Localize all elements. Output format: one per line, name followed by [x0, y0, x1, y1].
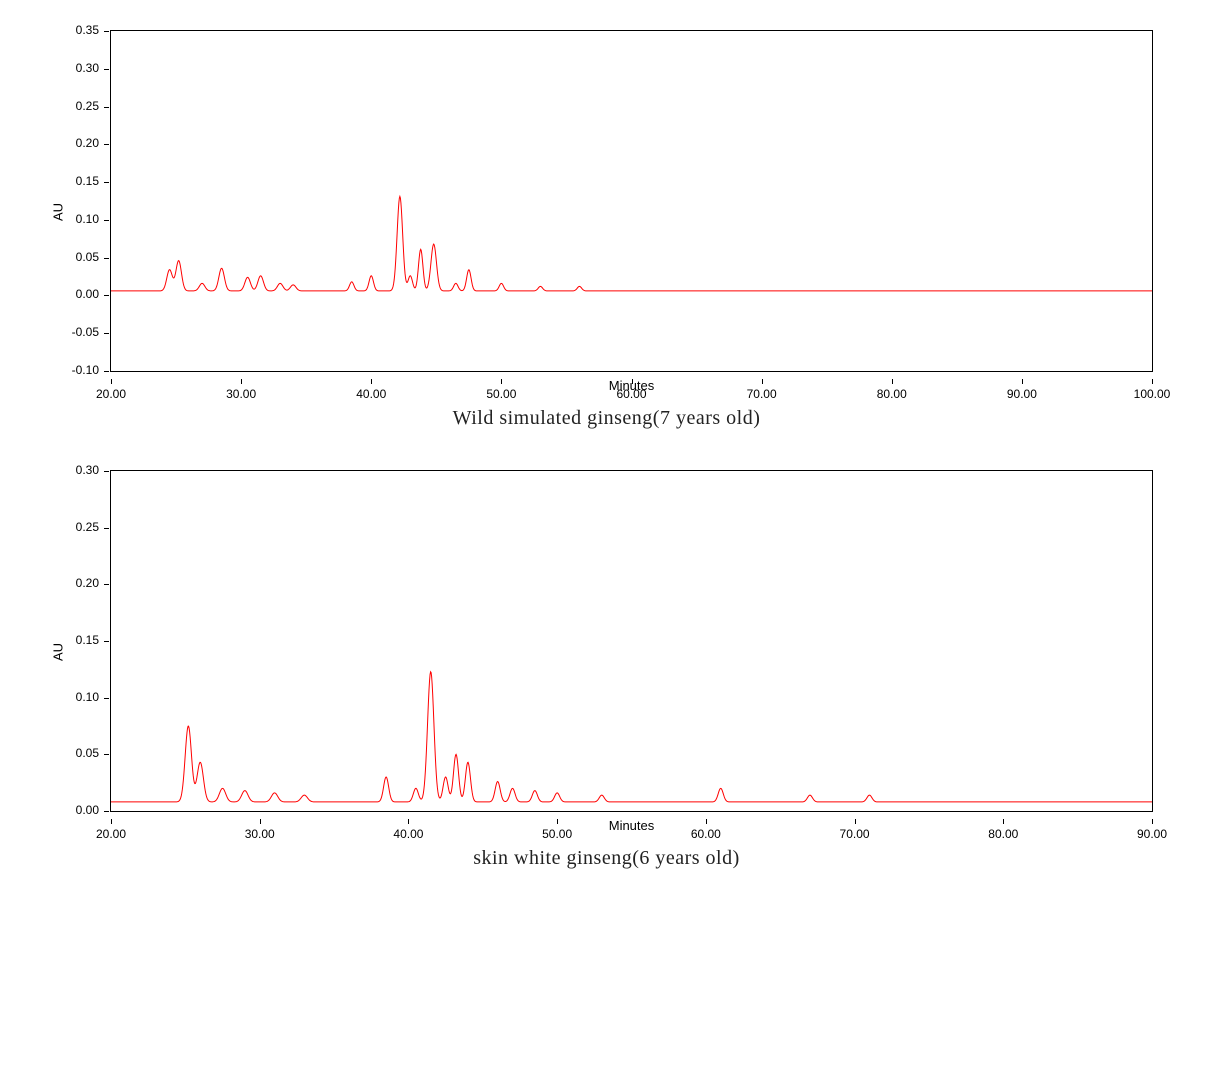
x-tick-label: 80.00 [877, 387, 907, 401]
x-tick-label: 30.00 [245, 827, 275, 841]
y-tick: 0.15 [101, 182, 109, 183]
y-tick-label: 0.15 [76, 633, 99, 647]
y-tick-label: -0.05 [72, 325, 99, 339]
plot-area: 0.000.050.100.150.200.250.3020.0030.0040… [110, 470, 1153, 812]
y-tick: 0.25 [101, 107, 109, 108]
x-tick-label: 20.00 [96, 387, 126, 401]
y-tick-label: 0.10 [76, 212, 99, 226]
y-tick: 0.30 [101, 69, 109, 70]
x-tick-label: 90.00 [1007, 387, 1037, 401]
x-tick-label: 50.00 [486, 387, 516, 401]
chromatogram-trace [111, 471, 1152, 811]
panel-caption: skin white ginseng(6 years old) [40, 847, 1173, 870]
x-tick-label: 40.00 [356, 387, 386, 401]
y-tick: 0.20 [101, 584, 109, 585]
x-tick-label: 30.00 [226, 387, 256, 401]
y-tick-label: 0.05 [76, 250, 99, 264]
y-axis-label: AU [51, 642, 66, 660]
x-tick-label: 70.00 [840, 827, 870, 841]
chart-frame: AU -0.10-0.050.000.050.100.150.200.250.3… [110, 30, 1153, 393]
y-tick-label: 0.30 [76, 463, 99, 477]
y-tick-label: 0.15 [76, 174, 99, 188]
y-tick-label: 0.25 [76, 520, 99, 534]
y-tick: -0.10 [101, 371, 109, 372]
y-tick-label: 0.35 [76, 23, 99, 37]
chromatogram-panel-1: AU -0.10-0.050.000.050.100.150.200.250.3… [40, 30, 1173, 430]
y-tick-label: -0.10 [72, 363, 99, 377]
x-tick-label: 90.00 [1137, 827, 1167, 841]
trace-path [111, 196, 1152, 290]
y-tick-label: 0.25 [76, 99, 99, 113]
y-tick: 0.00 [101, 295, 109, 296]
x-tick-label: 40.00 [393, 827, 423, 841]
x-tick-label: 50.00 [542, 827, 572, 841]
y-tick: 0.10 [101, 698, 109, 699]
y-tick: 0.05 [101, 754, 109, 755]
y-tick: 0.10 [101, 220, 109, 221]
chromatogram-trace [111, 31, 1152, 371]
panel-caption: Wild simulated ginseng(7 years old) [40, 407, 1173, 430]
y-tick: -0.05 [101, 333, 109, 334]
trace-path [111, 672, 1152, 802]
y-tick: 0.05 [101, 258, 109, 259]
y-tick: 0.00 [101, 811, 109, 812]
y-tick: 0.15 [101, 641, 109, 642]
y-tick-label: 0.30 [76, 61, 99, 75]
y-tick: 0.30 [101, 471, 109, 472]
x-tick-label: 60.00 [616, 387, 646, 401]
x-tick-label: 70.00 [747, 387, 777, 401]
y-tick-label: 0.20 [76, 576, 99, 590]
y-tick-label: 0.00 [76, 803, 99, 817]
y-tick: 0.35 [101, 31, 109, 32]
y-axis-label: AU [51, 202, 66, 220]
y-tick-label: 0.10 [76, 690, 99, 704]
plot-area: -0.10-0.050.000.050.100.150.200.250.300.… [110, 30, 1153, 372]
x-tick-label: 100.00 [1134, 387, 1171, 401]
y-tick: 0.20 [101, 144, 109, 145]
y-tick-label: 0.20 [76, 136, 99, 150]
x-tick-label: 20.00 [96, 827, 126, 841]
chart-frame: AU 0.000.050.100.150.200.250.3020.0030.0… [110, 470, 1153, 833]
chromatogram-panel-2: AU 0.000.050.100.150.200.250.3020.0030.0… [40, 470, 1173, 870]
y-tick: 0.25 [101, 528, 109, 529]
y-tick-label: 0.05 [76, 746, 99, 760]
x-tick-label: 80.00 [988, 827, 1018, 841]
y-tick-label: 0.00 [76, 287, 99, 301]
x-tick-label: 60.00 [691, 827, 721, 841]
